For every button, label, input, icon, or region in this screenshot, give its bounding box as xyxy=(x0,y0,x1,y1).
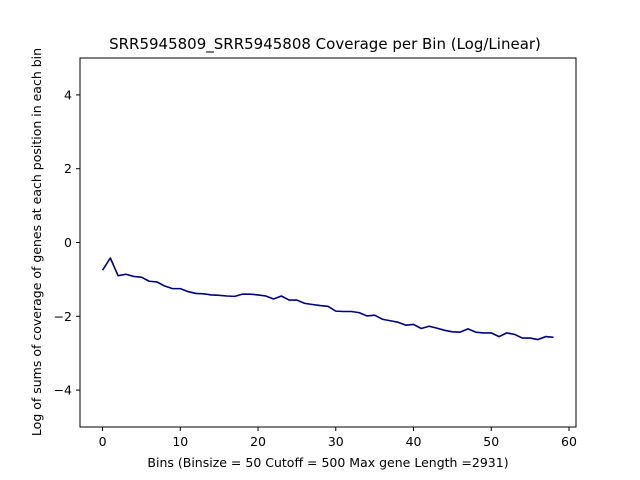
y-tick-label: 0 xyxy=(64,235,72,250)
axis-ticks: 0 10 20 30 40 50 60 −4 −2 0 2 4 xyxy=(54,87,577,449)
x-tick-label: 20 xyxy=(250,434,266,449)
x-tick-label: 30 xyxy=(328,434,344,449)
x-tick-label: 60 xyxy=(561,434,577,449)
x-tick-label: 0 xyxy=(99,434,107,449)
y-tick-label: 2 xyxy=(64,161,72,176)
y-axis-label: Log of sums of coverage of genes at each… xyxy=(29,48,44,436)
plot-frame xyxy=(79,57,577,428)
x-axis-label: Bins (Binsize = 50 Cutoff = 500 Max gene… xyxy=(147,455,508,470)
x-tick-label: 10 xyxy=(172,434,188,449)
chart-title: SRR5945809_SRR5945808 Coverage per Bin (… xyxy=(109,35,541,54)
series-line xyxy=(101,257,554,341)
y-tick-label: −2 xyxy=(54,309,72,324)
y-tick-label: −4 xyxy=(54,383,72,398)
x-tick-label: 40 xyxy=(406,434,422,449)
x-tick-label: 50 xyxy=(483,434,499,449)
y-tick-label: 4 xyxy=(64,87,72,102)
